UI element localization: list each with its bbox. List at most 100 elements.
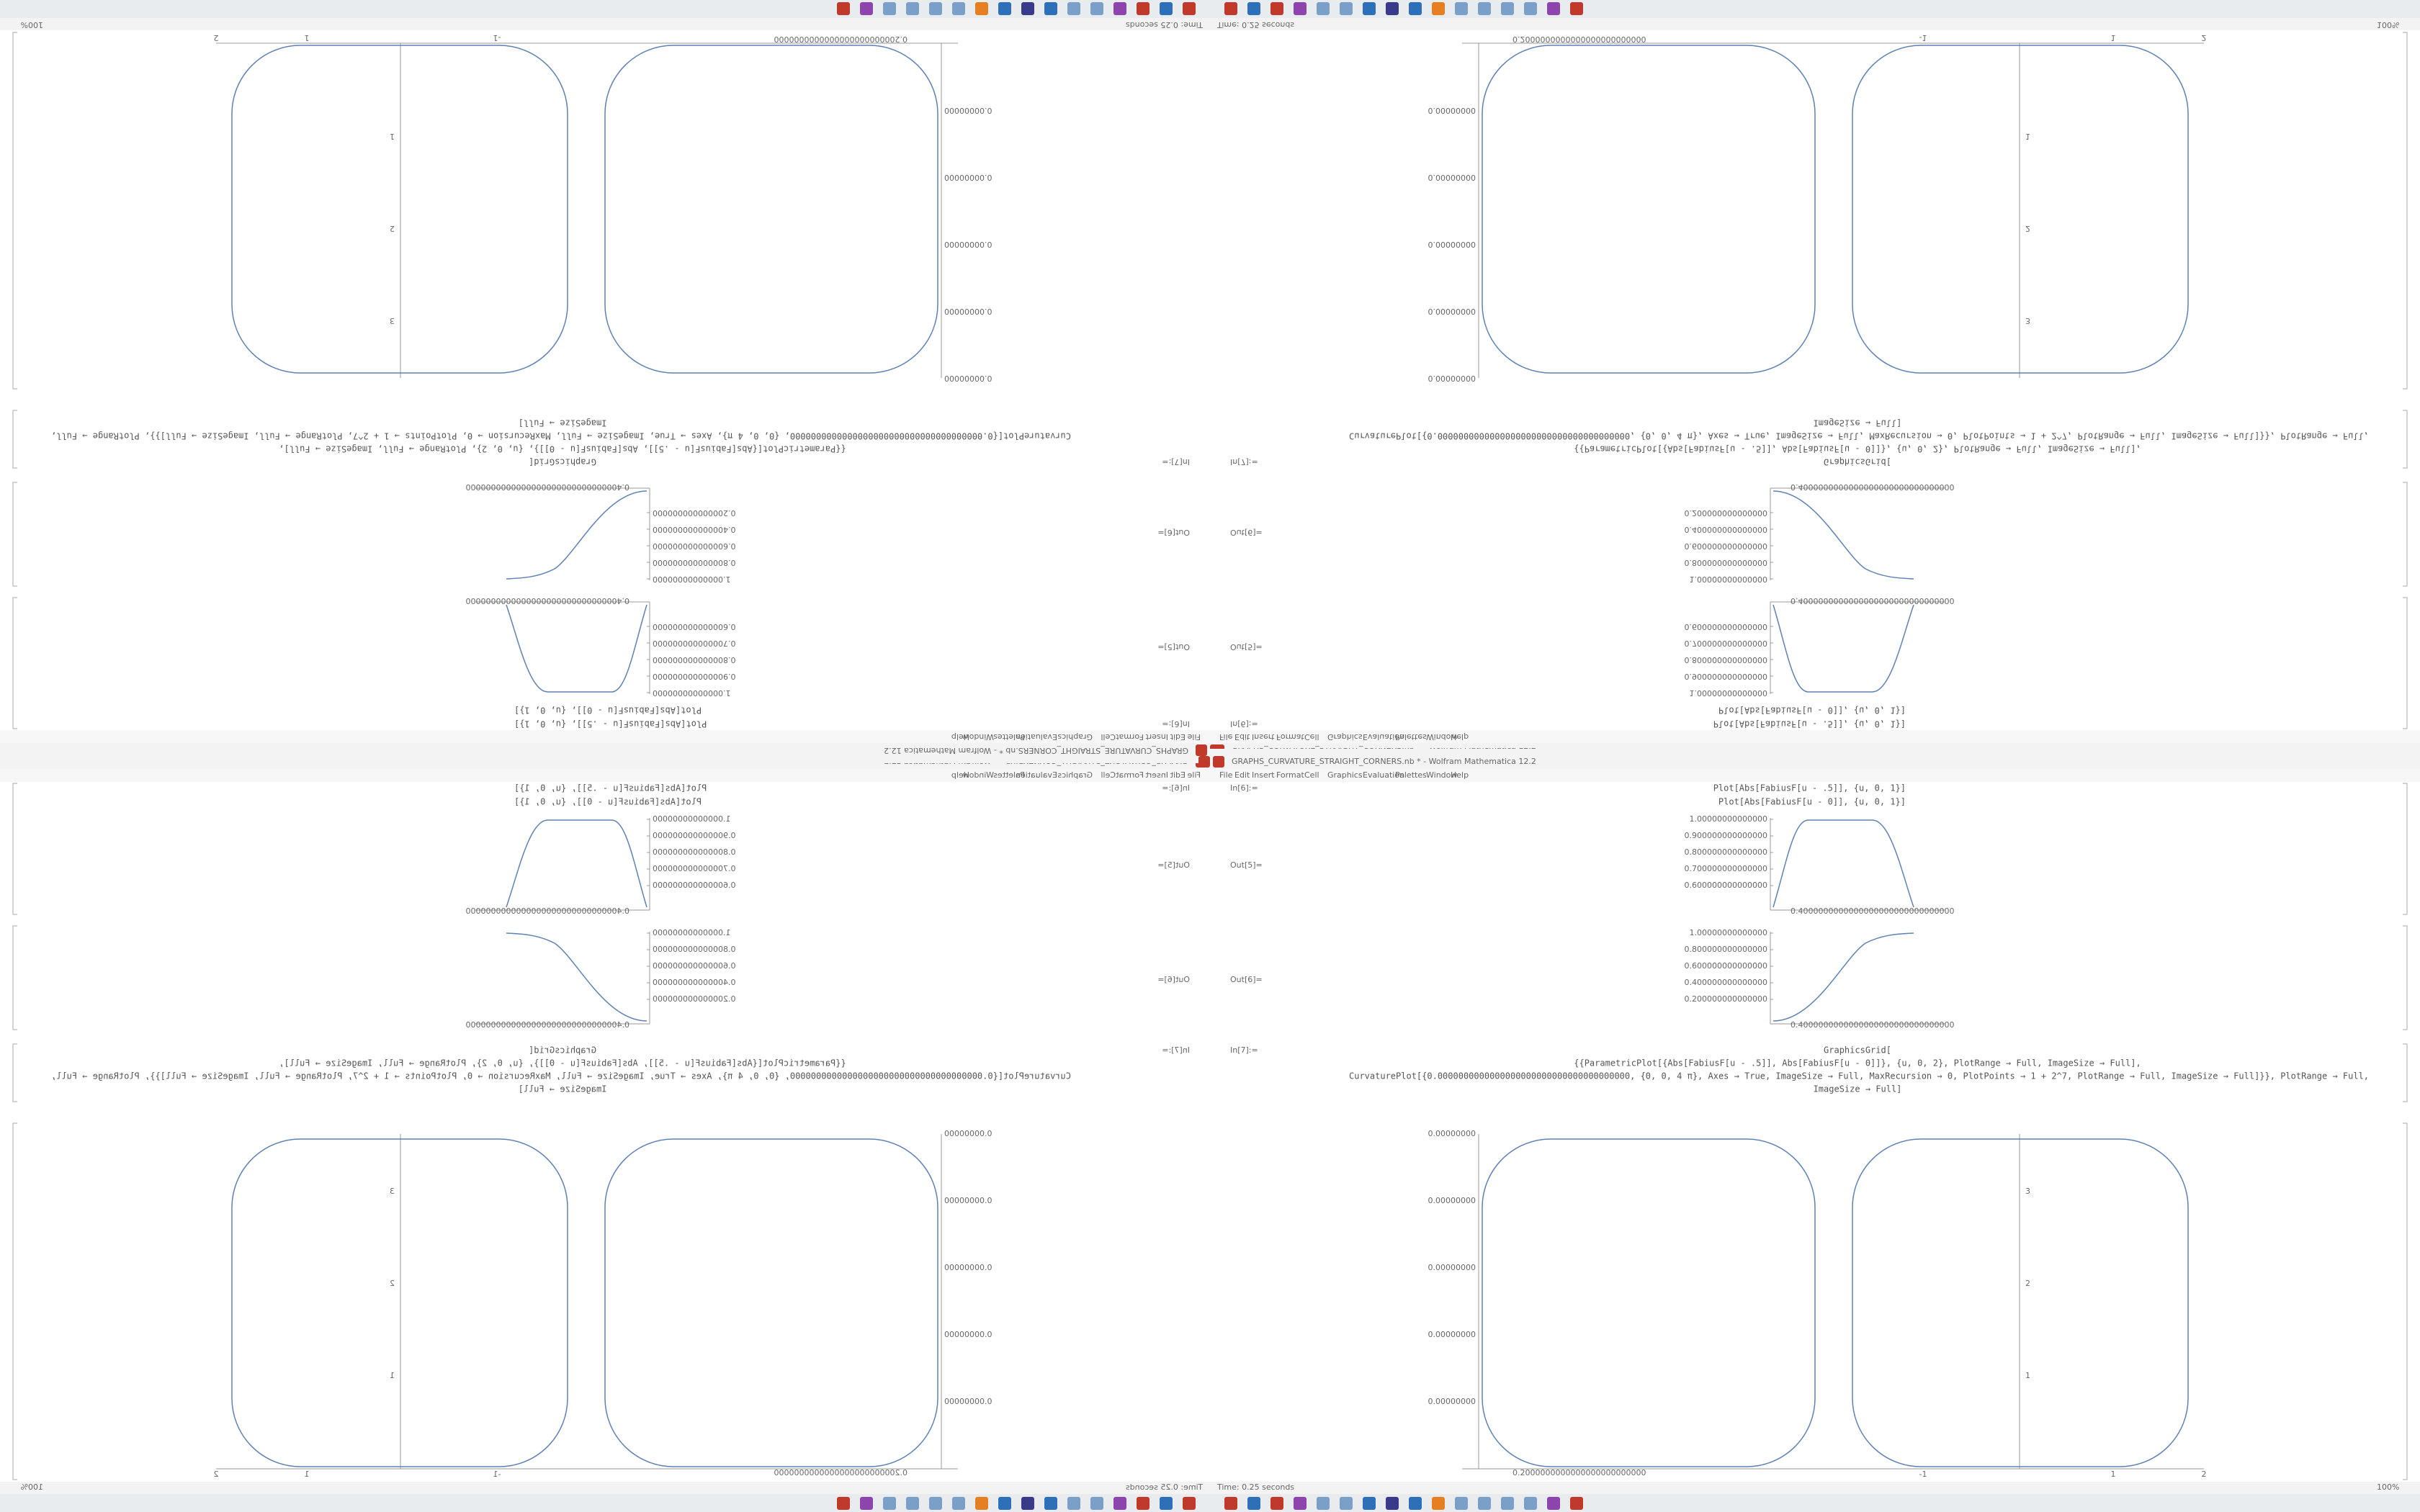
menu-item[interactable]: Graphics <box>1327 732 1363 742</box>
taskbar-icon[interactable] <box>1247 2 1260 15</box>
menu-item[interactable]: Graphics <box>1057 770 1093 780</box>
menu-item[interactable]: Format <box>1116 770 1144 780</box>
taskbar-icon[interactable] <box>1044 1497 1057 1510</box>
taskbar-icon[interactable] <box>1294 2 1307 15</box>
menu-item[interactable]: File <box>1187 770 1201 780</box>
taskbar-icon[interactable] <box>1224 1497 1237 1510</box>
menu-item[interactable]: Cell <box>1304 732 1319 742</box>
menu-item[interactable]: Evaluation <box>1363 732 1404 742</box>
menu-item[interactable]: File <box>1187 732 1201 742</box>
taskbar-icon[interactable] <box>837 1497 850 1510</box>
menu-item[interactable]: Help <box>1451 770 1469 780</box>
menu-item[interactable]: Graphics <box>1057 732 1093 742</box>
taskbar-icon[interactable] <box>1386 1497 1399 1510</box>
taskbar-icon[interactable] <box>1547 2 1560 15</box>
taskbar-icon[interactable] <box>1340 2 1353 15</box>
taskbar-icon[interactable] <box>998 1497 1011 1510</box>
taskbar-icon[interactable] <box>837 2 850 15</box>
taskbar-icon[interactable] <box>1113 1497 1126 1510</box>
menu-item[interactable]: Window <box>963 770 994 780</box>
taskbar-icon[interactable] <box>1455 2 1468 15</box>
taskbar-icon[interactable] <box>1501 2 1514 15</box>
taskbar-icon[interactable] <box>1317 1497 1330 1510</box>
menu-item[interactable]: Help <box>1451 732 1469 742</box>
menu-item[interactable]: Evaluation <box>1016 732 1057 742</box>
taskbar-icon[interactable] <box>1409 1497 1422 1510</box>
menu-item[interactable]: Format <box>1116 732 1144 742</box>
taskbar-icon[interactable] <box>952 1497 965 1510</box>
taskbar-icon[interactable] <box>952 2 965 15</box>
menu-item[interactable]: Edit <box>1234 732 1250 742</box>
taskbar-icon[interactable] <box>1363 2 1376 15</box>
close-button[interactable] <box>1213 756 1224 768</box>
menu-item[interactable]: Edit <box>1170 732 1186 742</box>
taskbar-icon[interactable] <box>1090 2 1103 15</box>
taskbar-icon[interactable] <box>1547 1497 1560 1510</box>
taskbar-icon[interactable] <box>1317 2 1330 15</box>
taskbar-icon[interactable] <box>1137 2 1150 15</box>
menu-item[interactable]: Window <box>1426 770 1457 780</box>
taskbar-icon[interactable] <box>860 1497 873 1510</box>
menu-item[interactable]: Insert <box>1252 732 1275 742</box>
taskbar-icon[interactable] <box>1386 2 1399 15</box>
taskbar-icon[interactable] <box>1247 1497 1260 1510</box>
taskbar-icon[interactable] <box>906 2 919 15</box>
taskbar-icon[interactable] <box>1455 1497 1468 1510</box>
taskbar-icon[interactable] <box>1021 2 1034 15</box>
menu-item[interactable]: Palettes <box>1395 732 1427 742</box>
taskbar-icon[interactable] <box>1044 2 1057 15</box>
taskbar-icon[interactable] <box>1478 2 1491 15</box>
menu-item[interactable]: Help <box>951 770 969 780</box>
taskbar-icon[interactable] <box>1270 1497 1283 1510</box>
taskbar-icon[interactable] <box>1340 1497 1353 1510</box>
menu-item[interactable]: Edit <box>1234 770 1250 780</box>
close-button[interactable] <box>1196 744 1207 756</box>
taskbar-icon[interactable] <box>1432 1497 1445 1510</box>
taskbar-icon[interactable] <box>1021 1497 1034 1510</box>
menu-item[interactable]: Format <box>1276 732 1304 742</box>
taskbar-icon[interactable] <box>1183 1497 1196 1510</box>
taskbar-icon[interactable] <box>1067 2 1080 15</box>
taskbar-icon[interactable] <box>1570 1497 1583 1510</box>
taskbar-icon[interactable] <box>883 1497 896 1510</box>
taskbar-icon[interactable] <box>1160 2 1173 15</box>
menu-item[interactable]: Format <box>1276 770 1304 780</box>
taskbar-icon[interactable] <box>1224 2 1237 15</box>
taskbar-icon[interactable] <box>860 2 873 15</box>
menu-item[interactable]: Cell <box>1101 770 1116 780</box>
menu-item[interactable]: File <box>1219 732 1233 742</box>
taskbar-icon[interactable] <box>1524 2 1537 15</box>
taskbar-icon[interactable] <box>975 2 988 15</box>
taskbar-icon[interactable] <box>1113 2 1126 15</box>
taskbar-icon[interactable] <box>975 1497 988 1510</box>
taskbar-icon[interactable] <box>1294 1497 1307 1510</box>
menu-item[interactable]: Insert <box>1145 770 1168 780</box>
menu-item[interactable]: Palettes <box>993 732 1025 742</box>
menu-item[interactable]: File <box>1219 770 1233 780</box>
taskbar-icon[interactable] <box>1160 1497 1173 1510</box>
taskbar-icon[interactable] <box>1363 1497 1376 1510</box>
menu-item[interactable]: Cell <box>1101 732 1116 742</box>
menu-item[interactable]: Evaluation <box>1363 770 1404 780</box>
taskbar-icon[interactable] <box>998 2 1011 15</box>
menu-item[interactable]: Graphics <box>1327 770 1363 780</box>
taskbar-icon[interactable] <box>1409 2 1422 15</box>
taskbar-icon[interactable] <box>1478 1497 1491 1510</box>
taskbar-icon[interactable] <box>1524 1497 1537 1510</box>
menu-item[interactable]: Palettes <box>993 770 1025 780</box>
menu-item[interactable]: Insert <box>1145 732 1168 742</box>
menu-item[interactable]: Window <box>963 732 994 742</box>
taskbar-icon[interactable] <box>883 2 896 15</box>
taskbar-icon[interactable] <box>1090 1497 1103 1510</box>
close-button[interactable] <box>1198 756 1210 768</box>
taskbar-icon[interactable] <box>1432 2 1445 15</box>
taskbar-icon[interactable] <box>929 1497 942 1510</box>
menu-item[interactable]: Edit <box>1170 770 1186 780</box>
menu-item[interactable]: Insert <box>1252 770 1275 780</box>
taskbar-icon[interactable] <box>1570 2 1583 15</box>
menu-item[interactable]: Palettes <box>1395 770 1427 780</box>
taskbar-icon[interactable] <box>1270 2 1283 15</box>
menu-item[interactable]: Window <box>1426 732 1457 742</box>
taskbar-icon[interactable] <box>929 2 942 15</box>
taskbar-icon[interactable] <box>906 1497 919 1510</box>
